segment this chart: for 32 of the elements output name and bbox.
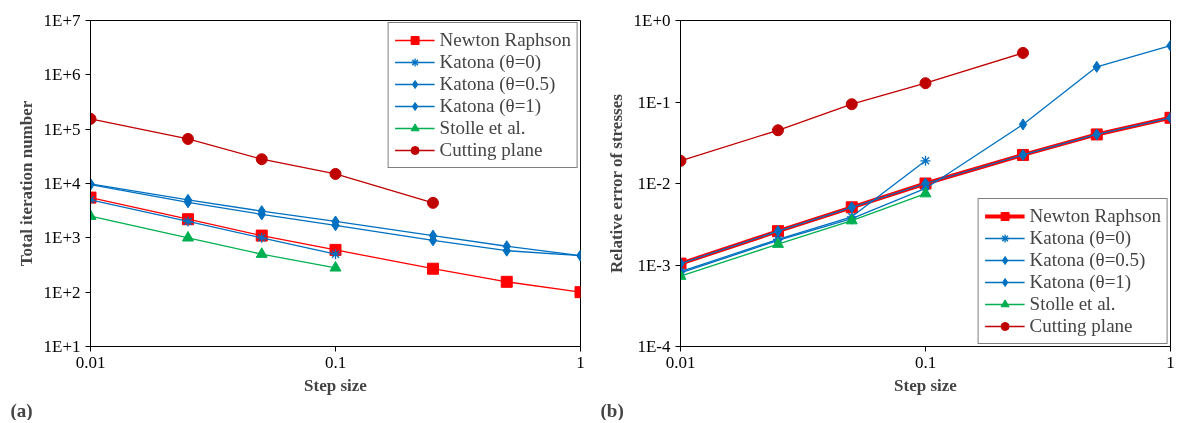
x-axis-title: Step size — [894, 375, 958, 395]
y-axis-title: Total iteration number — [16, 100, 36, 267]
legend-label: Katona (θ=1) — [439, 95, 542, 117]
y-tick-label: 1E+4 — [43, 174, 81, 193]
legend-label: Katona (θ=0.5) — [439, 73, 556, 95]
y-tick-label: 1E+5 — [43, 119, 81, 139]
y-tick-label: 1E+2 — [43, 282, 81, 302]
x-tick-label: 1 — [576, 352, 585, 372]
legend-label: Stolle et al. — [1029, 293, 1116, 315]
legend-label: Cutting plane — [1029, 315, 1133, 337]
legend-label: Stolle et al. — [439, 117, 526, 139]
x-tick-label: 0.1 — [914, 352, 937, 372]
y-tick-label: 1E-3 — [637, 255, 671, 275]
text: (a) — [10, 399, 33, 422]
y-tick-label: 1E+6 — [43, 65, 81, 85]
y-tick-label: 1E+7 — [43, 11, 81, 30]
x-tick-label: 1 — [1166, 352, 1175, 372]
y-axis-title: Relative error of stresses — [606, 93, 626, 274]
legend-label: Cutting plane — [439, 139, 543, 161]
legend-label: Katona (θ=0) — [439, 51, 542, 73]
y-tick-label: 1E+0 — [633, 11, 671, 30]
legend-label: Katona (θ=1) — [1029, 271, 1132, 293]
legend-label: Katona (θ=0) — [1029, 227, 1132, 249]
y-tick-label: 1E-1 — [637, 92, 671, 112]
x-axis-title: Step size — [304, 375, 368, 395]
legend-label: Newton Raphson — [1029, 205, 1161, 227]
y-tick-label: 1E-2 — [637, 174, 671, 193]
y-tick-label: 1E+3 — [43, 228, 81, 248]
text: (b) — [600, 399, 624, 422]
legend-label: Newton Raphson — [439, 29, 571, 51]
legend-label: Katona (θ=0.5) — [1029, 249, 1146, 271]
x-tick-label: 0.1 — [324, 352, 347, 372]
